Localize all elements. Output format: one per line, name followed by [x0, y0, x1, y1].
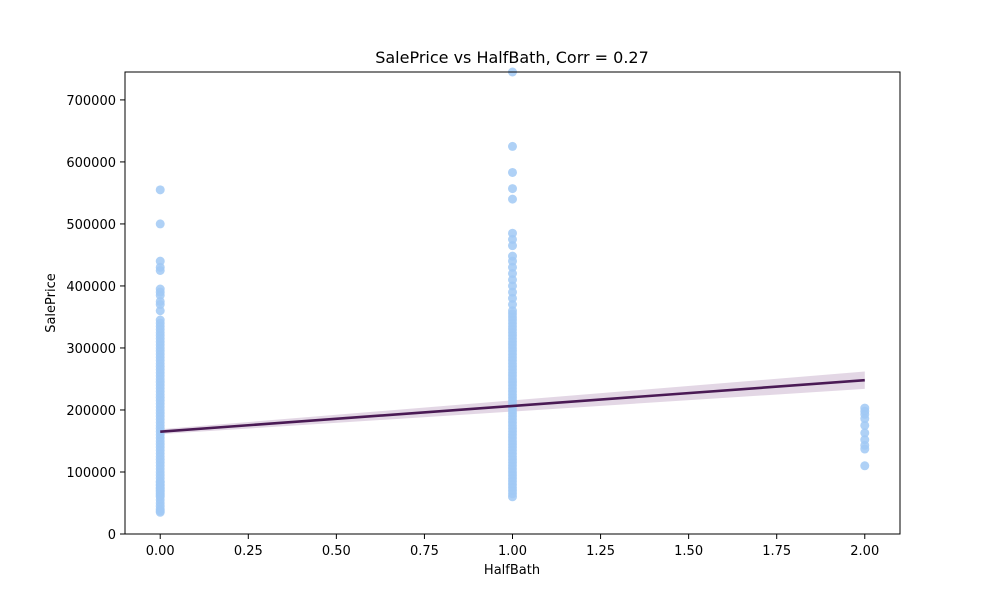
x-tick-label: 1.75 — [762, 544, 791, 559]
data-point — [508, 383, 517, 393]
data-point — [155, 219, 165, 229]
y-tick-label: 0 — [108, 528, 116, 543]
data-point — [508, 371, 517, 381]
x-tick-label: 1.50 — [674, 544, 703, 559]
x-tick-label: 0.00 — [146, 544, 175, 559]
data-point — [155, 306, 165, 316]
data-point — [508, 184, 517, 194]
y-tick-label: 100000 — [66, 466, 116, 481]
data-point — [508, 377, 517, 387]
data-point — [508, 427, 517, 437]
y-tick-label: 200000 — [66, 404, 116, 419]
data-point — [508, 194, 517, 204]
data-point — [508, 167, 517, 177]
y-tick-label: 600000 — [66, 156, 116, 171]
x-tick-label: 0.50 — [322, 544, 351, 559]
data-point — [508, 408, 517, 418]
x-tick-label: 1.25 — [586, 544, 615, 559]
data-point — [508, 365, 517, 375]
data-point — [508, 241, 517, 251]
x-axis-label: HalfBath — [484, 563, 540, 578]
data-point — [508, 315, 517, 325]
data-point — [508, 489, 517, 499]
data-point — [155, 478, 165, 488]
data-point — [508, 389, 517, 399]
data-point — [155, 185, 165, 195]
data-point — [508, 269, 517, 279]
data-point — [155, 290, 165, 300]
x-tick-label: 0.25 — [234, 544, 263, 559]
data-point — [508, 287, 517, 297]
data-point — [508, 327, 517, 337]
data-point — [860, 461, 870, 471]
data-point — [155, 300, 165, 310]
data-point — [508, 470, 517, 480]
axes-layer: 0.00 0.25 0.50 0.75 1.00 1.25 1.50 1.75 2.00 0 100… — [66, 71, 901, 559]
data-point — [508, 420, 517, 430]
data-point — [508, 439, 517, 449]
data-point — [508, 458, 517, 468]
data-point — [508, 234, 517, 244]
points-layer — [155, 67, 870, 517]
y-tick-label: 300000 — [66, 342, 116, 357]
data-point — [155, 265, 165, 275]
data-point — [508, 300, 517, 310]
x-tick-label: 2.00 — [850, 544, 879, 559]
y-axis-label: SalePrice — [44, 273, 59, 333]
data-point — [860, 414, 870, 424]
data-point — [508, 451, 517, 461]
data-point — [508, 228, 517, 238]
data-point — [508, 321, 517, 331]
data-point — [155, 507, 165, 517]
data-point — [508, 358, 517, 368]
data-point — [508, 141, 517, 151]
data-point — [508, 340, 517, 350]
data-point — [508, 464, 517, 474]
x-tick-label: 1.00 — [498, 544, 527, 559]
x-tick-label: 0.75 — [410, 544, 439, 559]
regression-line — [160, 378, 865, 433]
data-point — [508, 482, 517, 492]
data-point — [508, 476, 517, 486]
data-point — [508, 396, 517, 406]
y-tick-label: 500000 — [66, 218, 116, 233]
data-point — [860, 444, 870, 454]
data-point — [508, 262, 517, 272]
data-point — [508, 334, 517, 344]
data-point — [508, 293, 517, 303]
y-tick-label: 700000 — [66, 94, 116, 109]
y-tick-label: 400000 — [66, 280, 116, 295]
data-point — [155, 256, 165, 266]
data-point — [860, 420, 870, 430]
data-point — [508, 346, 517, 356]
data-point — [508, 256, 517, 266]
data-point — [508, 414, 517, 424]
data-point — [860, 428, 870, 438]
data-point — [508, 281, 517, 291]
data-point — [508, 433, 517, 443]
data-point — [508, 309, 517, 319]
chart-title: SalePrice vs HalfBath, Corr = 0.27 — [375, 48, 649, 67]
data-point — [508, 445, 517, 455]
data-point — [508, 275, 517, 285]
data-point — [508, 352, 517, 362]
regression-line-layer — [160, 378, 865, 433]
